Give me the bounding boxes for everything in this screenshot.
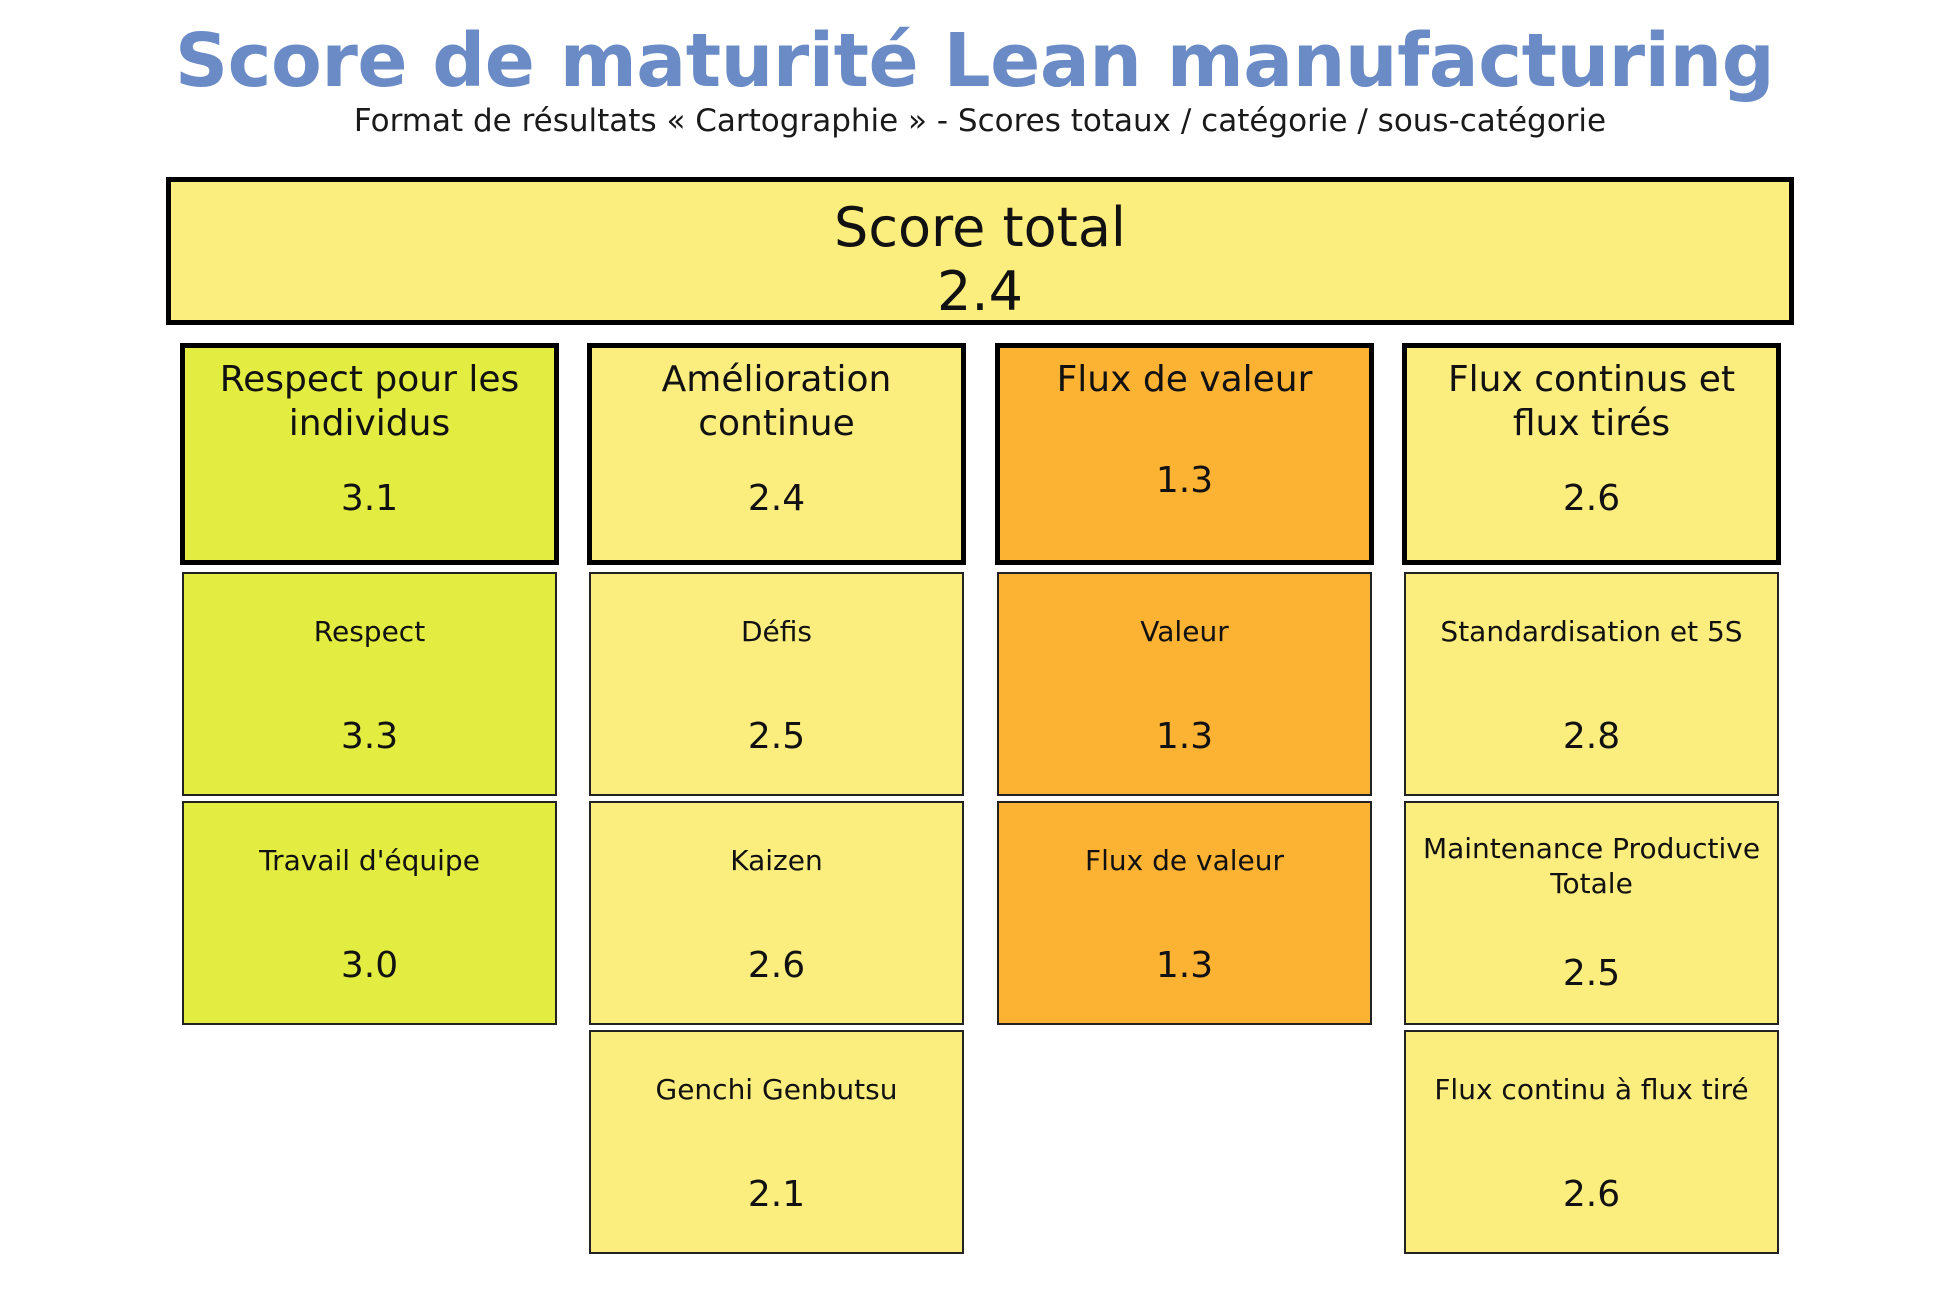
subcategory-box-travail-equipe: Travail d'équipe 3.0 xyxy=(182,801,557,1025)
category-box-amelioration-continue: Amélioration continue 2.4 xyxy=(587,343,966,565)
subcategory-score: 3.3 xyxy=(340,716,399,757)
category-score: 2.4 xyxy=(747,478,806,519)
page-title: Score de maturité Lean manufacturing xyxy=(174,18,1775,104)
subcategory-box-respect: Respect 3.3 xyxy=(182,572,557,796)
subcategory-label: Respect xyxy=(313,615,426,648)
subcategory-label: Flux de valeur xyxy=(1085,844,1284,877)
total-score-value: 2.4 xyxy=(937,260,1023,323)
subcategory-label: Genchi Genbutsu xyxy=(655,1073,898,1106)
category-label: Flux continus et flux tirés xyxy=(1447,359,1736,444)
subcategory-label: Défis xyxy=(740,615,812,648)
subcategory-label: Flux continu à flux tiré xyxy=(1434,1073,1749,1106)
subcategory-label: Standardisation et 5S xyxy=(1440,615,1743,648)
subcategory-score: 3.0 xyxy=(340,945,399,986)
subcategory-score: 2.5 xyxy=(747,716,806,757)
total-score-label: Score total xyxy=(834,196,1126,259)
subcategory-score: 1.3 xyxy=(1155,716,1214,757)
subcategory-box-maintenance-productive: Maintenance Productive Totale 2.5 xyxy=(1404,801,1779,1025)
subcategory-label: Travail d'équipe xyxy=(259,844,480,877)
category-box-respect-individus: Respect pour les individus 3.1 xyxy=(180,343,559,565)
subcategory-box-kaizen: Kaizen 2.6 xyxy=(589,801,964,1025)
category-score: 3.1 xyxy=(340,478,399,519)
category-label: Respect pour les individus xyxy=(219,359,520,444)
category-box-flux-continus: Flux continus et flux tirés 2.6 xyxy=(1402,343,1781,565)
subcategory-box-standardisation-5s: Standardisation et 5S 2.8 xyxy=(1404,572,1779,796)
category-box-flux-de-valeur: Flux de valeur 1.3 xyxy=(995,343,1374,565)
category-score: 2.6 xyxy=(1562,478,1621,519)
subcategory-box-defis: Défis 2.5 xyxy=(589,572,964,796)
subcategory-box-valeur: Valeur 1.3 xyxy=(997,572,1372,796)
subcategory-box-flux-de-valeur: Flux de valeur 1.3 xyxy=(997,801,1372,1025)
category-score: 1.3 xyxy=(1155,460,1214,501)
page-subtitle: Format de résultats « Cartographie » - S… xyxy=(353,103,1607,139)
subcategory-score: 2.6 xyxy=(1562,1174,1621,1215)
subcategory-box-genchi-genbutsu: Genchi Genbutsu 2.1 xyxy=(589,1030,964,1254)
category-label: Flux de valeur xyxy=(1056,359,1313,400)
subcategory-score: 2.5 xyxy=(1562,953,1621,994)
category-label: Amélioration continue xyxy=(661,359,892,444)
total-score-box: Score total 2.4 xyxy=(166,177,1794,325)
subcategory-label: Valeur xyxy=(1140,615,1229,648)
subcategory-score: 2.8 xyxy=(1562,716,1621,757)
subcategory-score: 1.3 xyxy=(1155,945,1214,986)
subcategory-label: Kaizen xyxy=(730,844,823,877)
subcategory-score: 2.1 xyxy=(747,1174,806,1215)
subcategory-box-flux-continu-tire: Flux continu à flux tiré 2.6 xyxy=(1404,1030,1779,1254)
subcategory-label: Maintenance Productive Totale xyxy=(1422,832,1761,900)
subcategory-score: 2.6 xyxy=(747,945,806,986)
